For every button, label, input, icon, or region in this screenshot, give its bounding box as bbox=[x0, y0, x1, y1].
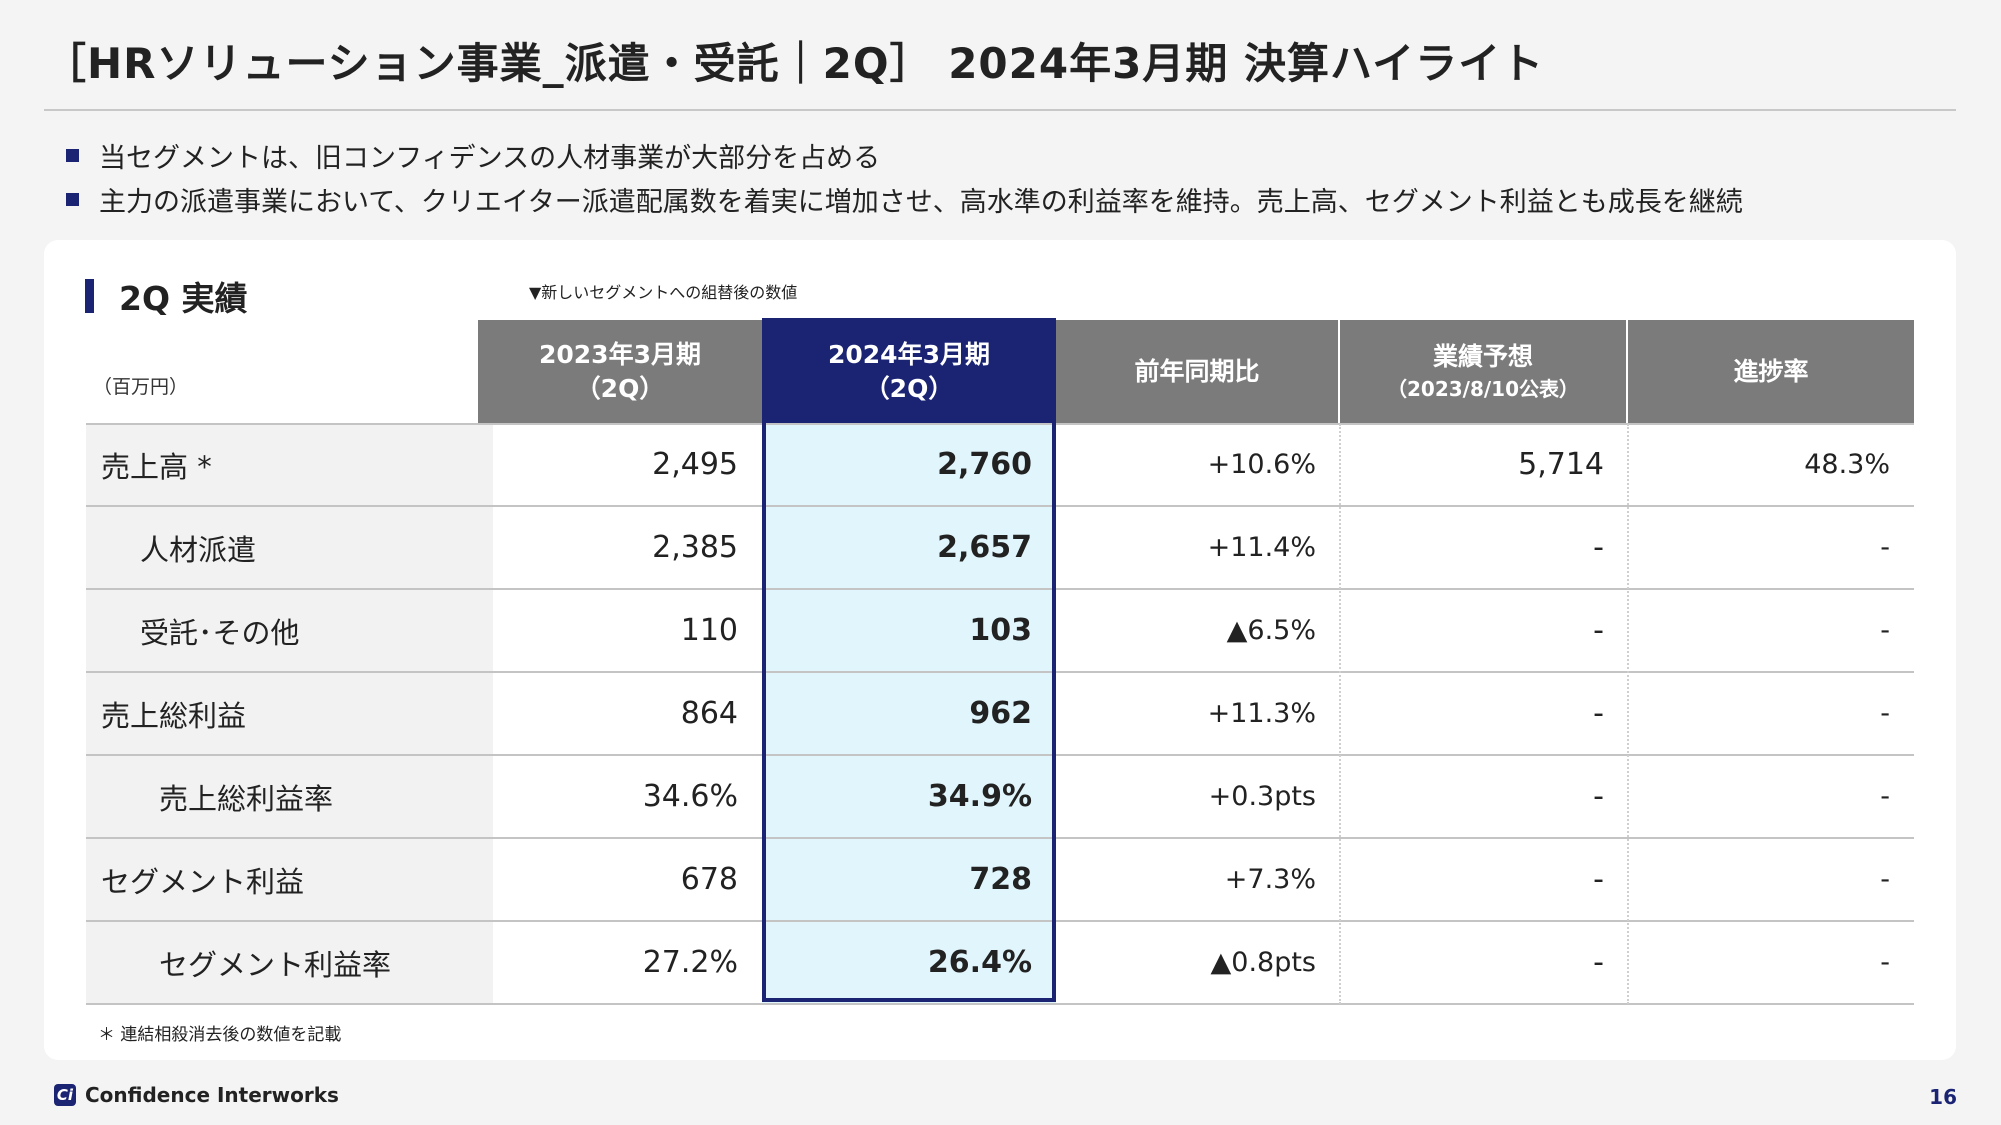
row-divider bbox=[86, 671, 1914, 673]
cell-current: 26.4% bbox=[762, 922, 1056, 1003]
row-label: セグメント利益 bbox=[86, 839, 493, 920]
cell-yoy: ▲6.5% bbox=[1226, 615, 1316, 646]
cell-current: 2,760 bbox=[762, 424, 1056, 505]
cell-progress: - bbox=[1880, 864, 1890, 895]
cell-yoy: +10.6% bbox=[1207, 449, 1316, 480]
header-yoy: 前年同期比 bbox=[1056, 320, 1338, 424]
cell-forecast: - bbox=[1593, 945, 1604, 980]
cell-current: 2,657 bbox=[762, 507, 1056, 588]
bullet-item: 当セグメントは、旧コンフィデンスの人材事業が大部分を占める bbox=[66, 133, 1743, 177]
row-divider bbox=[86, 837, 1914, 839]
cell-prev: 678 bbox=[680, 862, 738, 897]
cell-prev: 110 bbox=[680, 613, 738, 648]
cell-forecast: - bbox=[1593, 696, 1604, 731]
cell-prev: 27.2% bbox=[642, 945, 738, 980]
cell-progress: 48.3% bbox=[1804, 449, 1890, 480]
section-title: 2Q 実績 bbox=[85, 272, 248, 320]
row-label: セグメント利益率 bbox=[86, 922, 493, 1003]
row-divider bbox=[86, 754, 1914, 756]
cell-prev: 2,385 bbox=[652, 530, 738, 565]
header-forecast: 業績予想 （2023/8/10公表） bbox=[1340, 320, 1626, 424]
cell-forecast: - bbox=[1593, 613, 1604, 648]
regroup-note: ▼新しいセグメントへの組替後の数値 bbox=[529, 283, 798, 302]
cell-prev: 864 bbox=[680, 696, 738, 731]
row-divider bbox=[86, 423, 1914, 425]
cell-current: 962 bbox=[762, 673, 1056, 754]
row-label: 売上総利益率 bbox=[86, 756, 493, 837]
bullet-text: 主力の派遣事業において、クリエイター派遣配属数を着実に増加させ、高水準の利益率を… bbox=[99, 186, 1743, 218]
bullet-square-icon bbox=[66, 148, 79, 162]
header-line1: 2023年3月期 bbox=[539, 340, 701, 369]
header-line1: 2024年3月期 bbox=[828, 340, 990, 369]
header-line2: （2Q） bbox=[864, 374, 954, 403]
cell-progress: - bbox=[1880, 532, 1890, 563]
unit-label: （百万円） bbox=[93, 376, 189, 398]
cell-yoy: +11.3% bbox=[1207, 698, 1316, 729]
summary-bullets: 当セグメントは、旧コンフィデンスの人材事業が大部分を占める 主力の派遣事業におい… bbox=[66, 133, 1743, 221]
company-logo: Ci Confidence Interworks bbox=[54, 1083, 339, 1107]
cell-prev: 2,495 bbox=[652, 447, 738, 482]
title-divider bbox=[44, 109, 1956, 111]
cell-yoy: +7.3% bbox=[1224, 864, 1316, 895]
cell-forecast: - bbox=[1593, 779, 1604, 814]
bullet-item: 主力の派遣事業において、クリエイター派遣配属数を着実に増加させ、高水準の利益率を… bbox=[66, 177, 1743, 221]
section-title-text: 2Q 実績 bbox=[119, 279, 248, 318]
cell-yoy: ▲0.8pts bbox=[1210, 947, 1317, 978]
column-divider bbox=[1339, 424, 1341, 1004]
header-current-year: 2024年3月期 （2Q） bbox=[762, 320, 1056, 424]
header-prev-year: 2023年3月期 （2Q） bbox=[478, 320, 762, 424]
column-divider bbox=[1627, 424, 1629, 1004]
cell-progress: - bbox=[1880, 781, 1890, 812]
cell-forecast: - bbox=[1593, 862, 1604, 897]
company-name: Confidence Interworks bbox=[85, 1083, 339, 1107]
header-line1: 進捗率 bbox=[1733, 357, 1809, 386]
cell-progress: - bbox=[1880, 947, 1890, 978]
row-label: 人材派遣 bbox=[86, 507, 493, 588]
row-label: 受託･その他 bbox=[86, 590, 493, 671]
row-divider bbox=[86, 1003, 1914, 1005]
bullet-square-icon bbox=[66, 192, 79, 206]
cell-yoy: +0.3pts bbox=[1208, 781, 1316, 812]
header-line2: （2023/8/10公表） bbox=[1386, 377, 1580, 401]
page-title: ［HRソリューション事業_派遣・受託｜2Q］ 2024年3月期 決算ハイライト bbox=[44, 39, 1545, 88]
header-progress: 進捗率 bbox=[1628, 320, 1914, 424]
row-label: 売上総利益 bbox=[86, 673, 493, 754]
header-line1: 前年同期比 bbox=[1134, 357, 1260, 386]
logo-mark-icon: Ci bbox=[54, 1084, 76, 1106]
cell-progress: - bbox=[1880, 698, 1890, 729]
cell-progress: - bbox=[1880, 615, 1890, 646]
row-divider bbox=[86, 920, 1914, 922]
section-bar-icon bbox=[85, 279, 94, 313]
row-divider bbox=[86, 505, 1914, 507]
header-line1: 業績予想 bbox=[1432, 342, 1533, 371]
cell-current: 728 bbox=[762, 839, 1056, 920]
cell-current: 103 bbox=[762, 590, 1056, 671]
cell-current: 34.9% bbox=[762, 756, 1056, 837]
bullet-text: 当セグメントは、旧コンフィデンスの人材事業が大部分を占める bbox=[99, 142, 881, 174]
page-number: 16 bbox=[1929, 1085, 1957, 1109]
header-line2: （2Q） bbox=[575, 374, 665, 403]
cell-yoy: +11.4% bbox=[1207, 532, 1316, 563]
cell-prev: 34.6% bbox=[642, 779, 738, 814]
row-divider bbox=[86, 588, 1914, 590]
row-label: 売上高 * bbox=[86, 424, 493, 505]
cell-forecast: 5,714 bbox=[1518, 447, 1604, 482]
cell-forecast: - bbox=[1593, 530, 1604, 565]
footnote: ＊ 連結相殺消去後の数値を記載 bbox=[98, 1025, 342, 1045]
